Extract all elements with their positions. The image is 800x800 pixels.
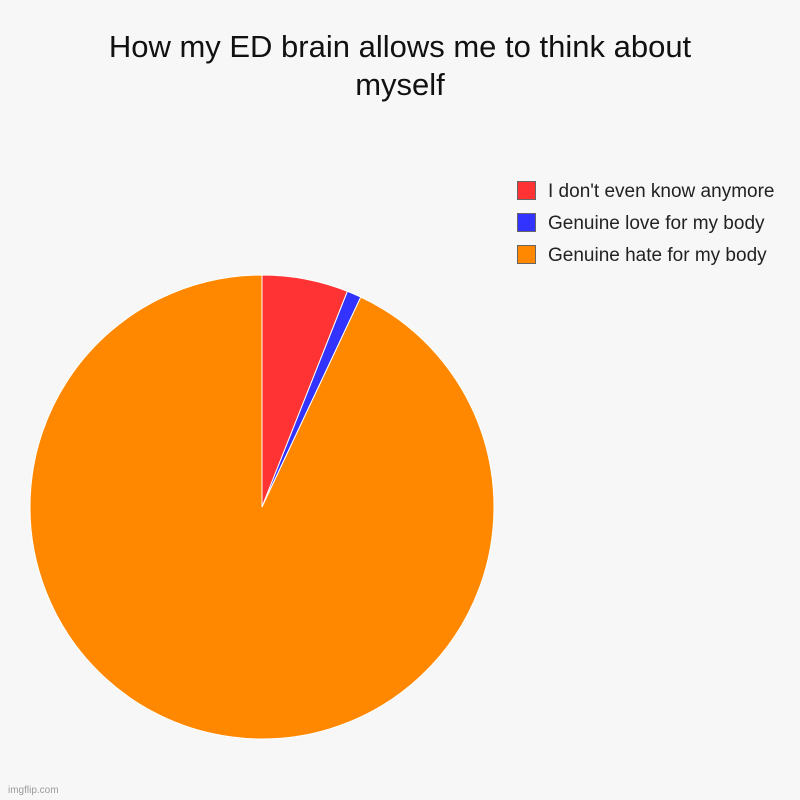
legend-swatch (517, 245, 536, 264)
legend-label: Genuine love for my body (548, 213, 765, 234)
legend-item: Genuine love for my body (517, 212, 800, 236)
watermark-text: imgflip.com (8, 785, 59, 796)
legend-item: Genuine hate for my body (517, 244, 800, 268)
pie-slice-2 (29, 274, 495, 740)
legend-label: I don't even know anymore (548, 181, 775, 202)
legend-swatch (517, 181, 536, 200)
legend-swatch (517, 213, 536, 232)
legend-item: I don't even know anymore (517, 180, 800, 204)
chart-title: How my ED brain allows me to think about… (108, 29, 692, 102)
chart-legend: I don't even know anymore Genuine love f… (517, 180, 800, 276)
legend-label: Genuine hate for my body (548, 245, 767, 266)
